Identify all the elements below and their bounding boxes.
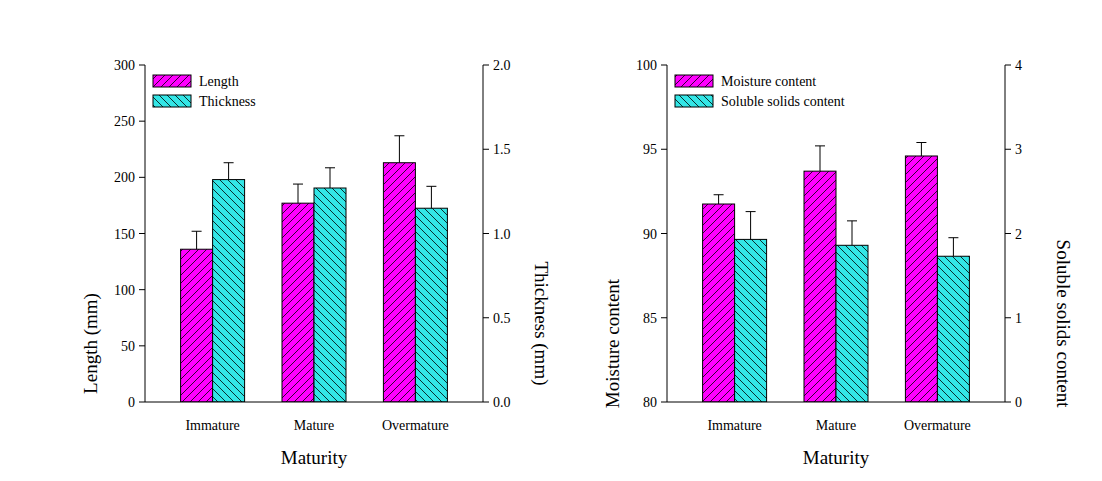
error-bar: [293, 184, 303, 203]
tick: [1005, 233, 1011, 234]
category-label: Immature: [707, 418, 761, 433]
tick-label: 80: [643, 395, 657, 410]
tick-label: 100: [114, 283, 135, 298]
bar: [383, 163, 415, 402]
tick-label: 250: [114, 114, 135, 129]
tick: [139, 121, 145, 122]
tick: [1005, 149, 1011, 150]
x-axis-label: Maturity: [803, 447, 870, 468]
error-bar: [746, 212, 756, 240]
tick: [483, 402, 489, 403]
x-axis: [667, 402, 1005, 403]
tick-label: 50: [121, 339, 135, 354]
tick: [139, 345, 145, 346]
legend: Length Thickness: [153, 74, 256, 109]
legend-label: Length: [199, 74, 239, 89]
category-label: Mature: [816, 418, 856, 433]
y2-axis-label: Soluble solids content: [1053, 240, 1074, 409]
error-bar: [394, 136, 404, 163]
x-axis: [145, 402, 483, 403]
tick: [661, 233, 667, 234]
tick-label: 100: [636, 58, 657, 73]
error-bar: [916, 143, 926, 156]
tick: [139, 177, 145, 178]
bar: [415, 208, 447, 402]
category-label: Immature: [185, 418, 239, 433]
tick: [1005, 317, 1011, 318]
bar: [836, 245, 868, 402]
error-bar: [192, 231, 202, 249]
tick: [483, 65, 489, 66]
tick: [661, 317, 667, 318]
tick-label: 95: [643, 142, 657, 157]
legend-swatch: [675, 95, 713, 107]
tick: [661, 149, 667, 150]
tick: [483, 149, 489, 150]
legend-swatch: [153, 75, 191, 87]
bar: [213, 180, 245, 402]
bars: [181, 136, 448, 402]
legend-swatch: [153, 95, 191, 107]
tick-label: 200: [114, 170, 135, 185]
legend: Moisture content Soluble solids content: [675, 74, 845, 109]
tick-label: 0: [1015, 395, 1022, 410]
error-bar: [224, 163, 234, 180]
bar: [703, 204, 735, 402]
tick-label: 150: [114, 227, 135, 242]
legend-swatch: [675, 75, 713, 87]
tick-label: 0: [128, 395, 135, 410]
bar: [804, 171, 836, 402]
tick: [139, 289, 145, 290]
chart: 80 85 90 95 100 0 1 2 3 4 Immature Mature Overmature…: [602, 58, 1074, 468]
tick-label: 0.5: [493, 311, 511, 326]
tick-label: 1.0: [493, 227, 511, 242]
tick: [661, 65, 667, 66]
tick-label: 2: [1015, 227, 1022, 242]
tick-label: 4: [1015, 58, 1022, 73]
tick-label: 1: [1015, 311, 1022, 326]
tick-label: 3: [1015, 142, 1022, 157]
error-bar: [714, 195, 724, 204]
error-bar: [948, 238, 958, 257]
chart: 0 50 100 150 200 250 300 0.0 0.5 1.0 1.5 2.0 Immatur…: [80, 58, 552, 468]
error-bar: [426, 186, 436, 208]
bar: [735, 239, 767, 402]
figure: 0 50 100 150 200 250 300 0.0 0.5 1.0 1.5 2.0 Immatur…: [0, 0, 1102, 481]
error-bar: [815, 146, 825, 171]
tick-label: 300: [114, 58, 135, 73]
tick-label: 85: [643, 311, 657, 326]
y-axis-label: Moisture content: [602, 278, 623, 408]
bar: [282, 203, 314, 402]
tick: [483, 317, 489, 318]
tick: [1005, 65, 1011, 66]
error-bar: [847, 221, 857, 245]
y2-axis-label: Thickness (mm): [530, 261, 552, 385]
bar: [181, 249, 213, 402]
x-axis-label: Maturity: [281, 447, 348, 468]
tick: [139, 65, 145, 66]
legend-label: Soluble solids content: [721, 94, 845, 109]
tick: [483, 233, 489, 234]
legend-label: Moisture content: [721, 74, 816, 89]
tick-label: 1.5: [493, 142, 511, 157]
y-axis-label: Length (mm): [80, 293, 102, 394]
tick-label: 90: [643, 227, 657, 242]
category-label: Mature: [294, 418, 334, 433]
bar: [937, 256, 969, 402]
tick-label: 2.0: [493, 58, 511, 73]
category-label: Overmature: [382, 418, 449, 433]
tick: [139, 402, 145, 403]
bar: [314, 188, 346, 402]
bars: [703, 143, 970, 402]
tick: [661, 402, 667, 403]
bar: [905, 156, 937, 402]
category-label: Overmature: [904, 418, 971, 433]
error-bar: [325, 168, 335, 188]
tick: [1005, 402, 1011, 403]
tick: [139, 233, 145, 234]
legend-label: Thickness: [199, 94, 256, 109]
tick-label: 0.0: [493, 395, 511, 410]
